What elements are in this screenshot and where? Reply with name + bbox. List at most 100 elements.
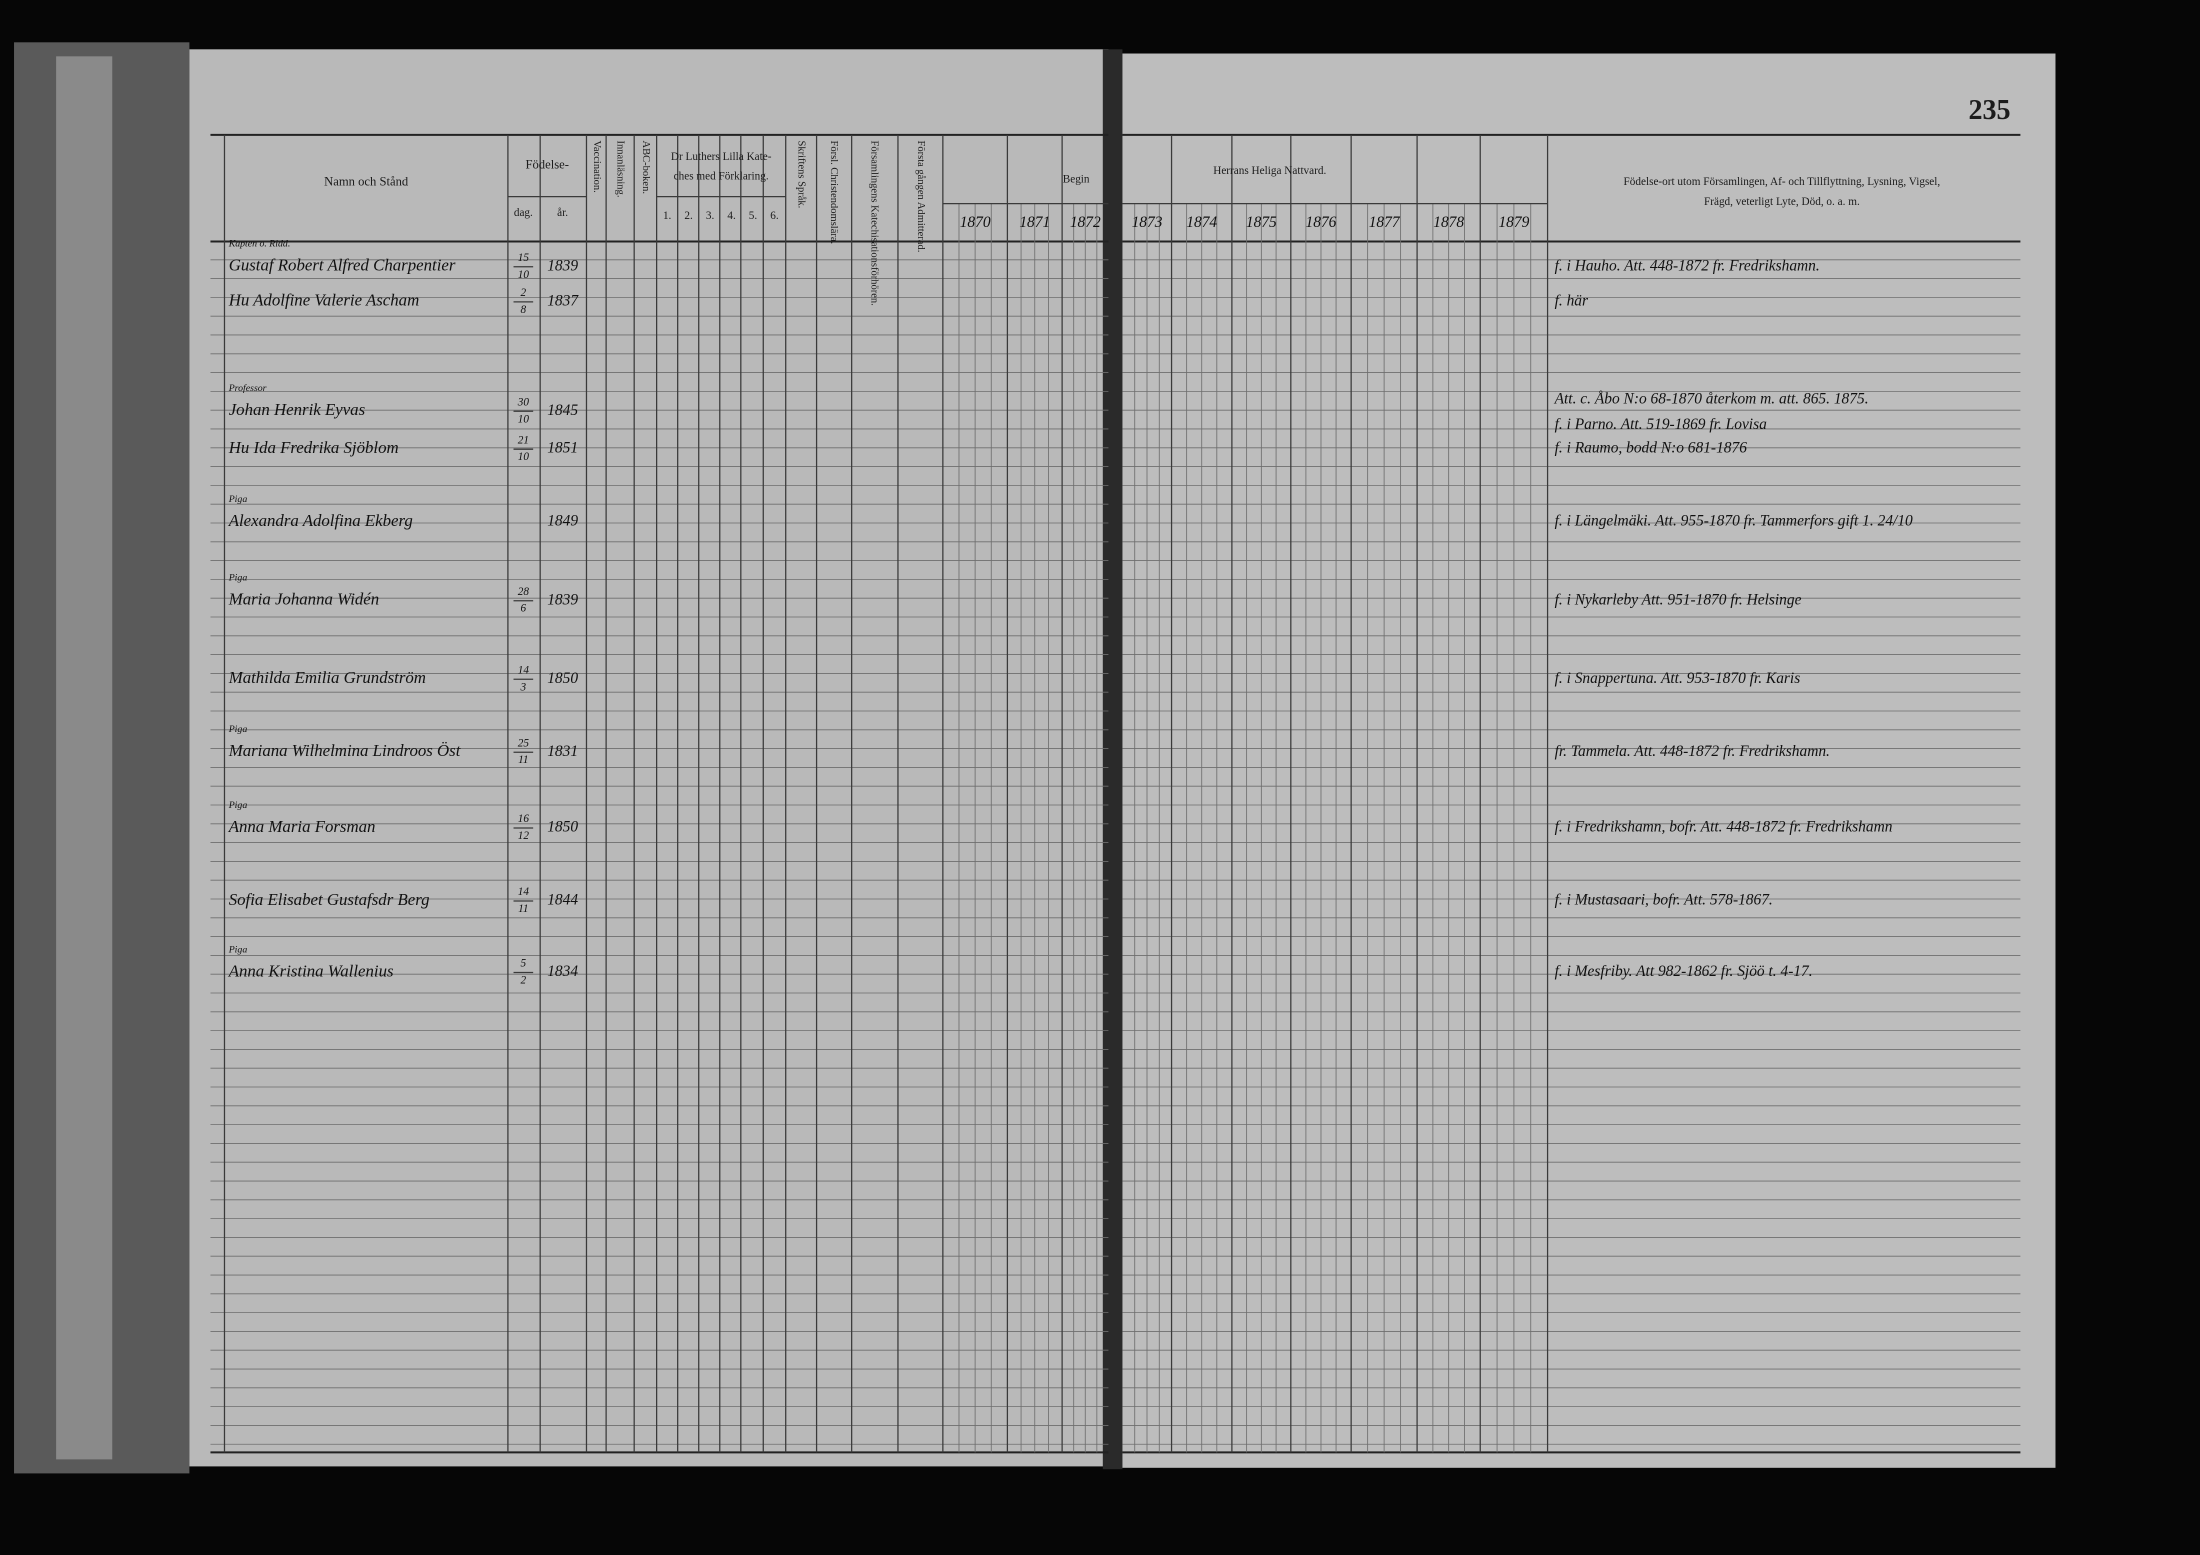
- row-day: 2: [521, 287, 527, 299]
- header-year-column: 1874: [1186, 214, 1217, 231]
- row-month: 3: [520, 681, 527, 693]
- row-year: 1850: [547, 819, 578, 836]
- row-name: Mathilda Emilia Grundström: [228, 668, 426, 687]
- row-name: Johan Henrik Eyvas: [229, 400, 366, 419]
- row-title: Piga: [228, 494, 248, 505]
- header-communion: Herrans Heliga Nattvard.: [1213, 165, 1326, 177]
- row-title: Kapten o. Ridd.: [228, 239, 291, 250]
- header-catechism: Dr Luthers Lilla Kate-: [671, 151, 772, 163]
- header-catechism-part: 1.: [663, 210, 672, 222]
- row-note: f. i Snappertuna. Att. 953-1870 fr. Kari…: [1555, 670, 1801, 687]
- row-title: Piga: [228, 724, 248, 735]
- page-number: 235: [1969, 95, 2011, 126]
- header-begin: Begin: [1063, 173, 1090, 185]
- header-notes: Födelse-ort utom Församlingen, Af- och T…: [1624, 176, 1941, 188]
- row-title: Professor: [228, 383, 267, 394]
- header-catechism-part: 6.: [770, 210, 779, 222]
- row-month: 2: [521, 975, 527, 987]
- row-year: 1849: [547, 513, 578, 530]
- row-note: fr. Tammela. Att. 448-1872 fr. Fredriksh…: [1555, 743, 1830, 760]
- header-parish: Församlingens Katechisationsförhören.: [869, 141, 880, 306]
- gutter: [1102, 49, 1123, 1470]
- row-note: f. här: [1555, 292, 1589, 309]
- row-name: Mariana Wilhelmina Lindroos Öst: [228, 741, 462, 760]
- row-name: Anna Maria Forsman: [228, 817, 376, 836]
- header-name: Namn och Stånd: [324, 174, 409, 188]
- header-catechism-part: 4.: [727, 210, 736, 222]
- header-notes: Frägd, veterligt Lyte, Död, o. a. m.: [1704, 196, 1860, 208]
- row-day: 25: [518, 737, 530, 749]
- header-catechism: ches med Förklaring.: [674, 171, 769, 183]
- row-name: Sofia Elisabet Gustafsdr Berg: [229, 890, 430, 909]
- row-name: Anna Kristina Wallenius: [228, 961, 394, 980]
- row-month: 11: [518, 754, 528, 766]
- row-name: Maria Johanna Widén: [228, 590, 379, 609]
- row-name: Hu Ida Fredrika Sjöblom: [228, 438, 399, 457]
- header-catechism-part: 3.: [706, 210, 715, 222]
- row-title: Piga: [228, 944, 248, 955]
- row-note: f. i Raumo, bodd N:o 681-1876: [1555, 440, 1748, 457]
- header-year-column: 1879: [1498, 214, 1529, 231]
- header-year-column: 1876: [1306, 214, 1337, 231]
- row-name: Hu Adolfine Valerie Ascham: [228, 291, 420, 310]
- row-note: f. i Parno. Att. 519-1869 fr. Lovisa: [1555, 416, 1767, 433]
- row-title: Piga: [228, 573, 248, 584]
- row-day: 21: [518, 434, 529, 446]
- header-year-column: 1872: [1070, 214, 1101, 231]
- header-christian: Försl. Christendomslära.: [828, 141, 839, 245]
- row-year: 1850: [547, 670, 578, 687]
- header-birth: Födelse-: [525, 158, 568, 172]
- row-day: 30: [517, 396, 530, 408]
- header-year-column: 1878: [1433, 214, 1464, 231]
- row-month: 8: [521, 304, 527, 316]
- row-month: 10: [518, 413, 530, 425]
- header-year-column: 1875: [1246, 214, 1277, 231]
- header-scripture: Skriftens Språk.: [796, 141, 807, 209]
- row-name: Gustaf Robert Alfred Charpentier: [229, 256, 456, 275]
- header-catechism-part: 5.: [749, 210, 758, 222]
- row-note: f. i Längelmäki. Att. 955-1870 fr. Tamme…: [1555, 513, 1913, 530]
- header-year-column: 1870: [960, 214, 991, 231]
- header-reading: Innanläsning.: [615, 141, 626, 198]
- row-year: 1839: [547, 257, 578, 274]
- row-day: 5: [521, 958, 527, 970]
- row-title: Piga: [228, 800, 248, 811]
- row-month: 12: [518, 830, 530, 842]
- row-month: 10: [518, 451, 530, 463]
- row-year: 1844: [547, 892, 578, 909]
- row-note: f. i Hauho. Att. 448-1872 fr. Fredriksha…: [1555, 257, 1820, 274]
- header-abc: ABC-boken.: [640, 141, 651, 194]
- row-day: 28: [518, 586, 530, 598]
- header-year-column: 1877: [1369, 214, 1401, 231]
- header-vaccination: Vaccination.: [591, 141, 602, 193]
- row-month: 6: [521, 603, 527, 615]
- row-day: 16: [518, 813, 530, 825]
- header-year-column: 1871: [1019, 214, 1050, 231]
- row-day: 14: [518, 886, 530, 898]
- row-name: Alexandra Adolfina Ekberg: [228, 511, 413, 530]
- row-month: 11: [518, 903, 528, 915]
- row-note: Att. c. Åbo N:o 68-1870 återkom m. att. …: [1554, 391, 1869, 408]
- header-year-column: 1873: [1132, 214, 1163, 231]
- row-note: f. i Fredrikshamn, bofr. Att. 448-1872 f…: [1555, 819, 1893, 836]
- row-year: 1845: [547, 402, 578, 419]
- row-note: f. i Mustasaari, bofr. Att. 578-1867.: [1555, 892, 1773, 909]
- row-note: f. i Nykarleby Att. 951-1870 fr. Helsing…: [1555, 591, 1802, 608]
- row-year: 1837: [547, 292, 579, 309]
- row-year: 1831: [547, 743, 578, 760]
- header-day: dag.: [514, 207, 533, 219]
- row-year: 1851: [547, 440, 578, 457]
- binding-shadow: [56, 56, 113, 1460]
- header-admitted: Första gången Admitterad.: [915, 141, 926, 253]
- row-note: f. i Mesfriby. Att 982-1862 fr. Sjöö t. …: [1555, 963, 1813, 980]
- row-day: 15: [518, 252, 530, 264]
- row-month: 10: [518, 269, 530, 281]
- header-year: år.: [557, 207, 568, 219]
- row-day: 14: [518, 664, 530, 676]
- left-page: [189, 49, 1109, 1467]
- row-year: 1834: [547, 963, 578, 980]
- right-page: [1118, 53, 2056, 1468]
- row-year: 1839: [547, 591, 578, 608]
